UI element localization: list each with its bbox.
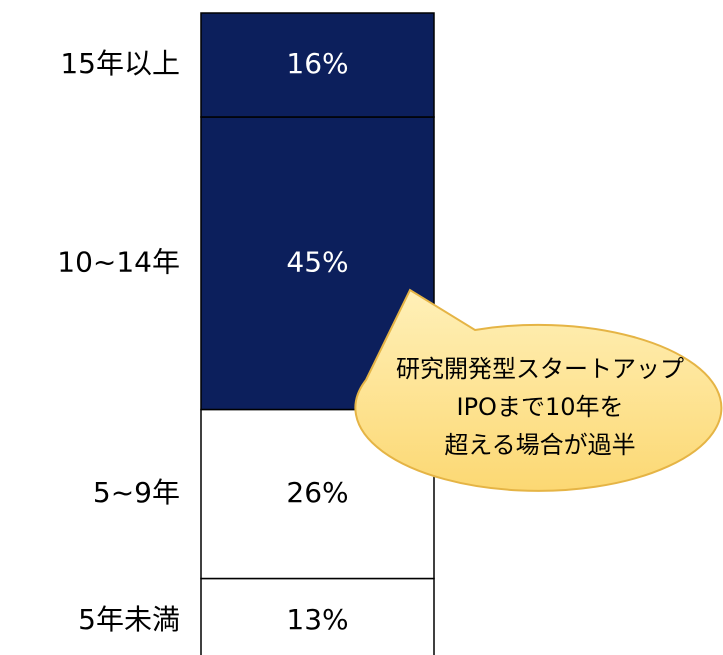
bar-group: 13% 5年未満 26% 5~9年 45% 10~14年 16% 15年以上 [57, 12, 435, 655]
category-label: 5~9年 [93, 476, 180, 509]
value-label: 45% [286, 245, 348, 278]
annotation-line: 超える場合が過半 [444, 431, 635, 459]
annotation-line: 研究開発型スタートアップ [396, 355, 684, 383]
category-label: 15年以上 [60, 47, 180, 80]
category-label: 5年未満 [78, 603, 180, 636]
category-label: 10~14年 [57, 245, 180, 278]
bar-segment [200, 577, 435, 655]
annotation-line: IPOまで10年を [457, 393, 624, 421]
bar-segment [200, 12, 435, 118]
callout [354, 288, 723, 492]
value-label: 16% [286, 47, 348, 80]
value-label: 26% [286, 476, 348, 509]
value-label: 13% [286, 603, 348, 636]
